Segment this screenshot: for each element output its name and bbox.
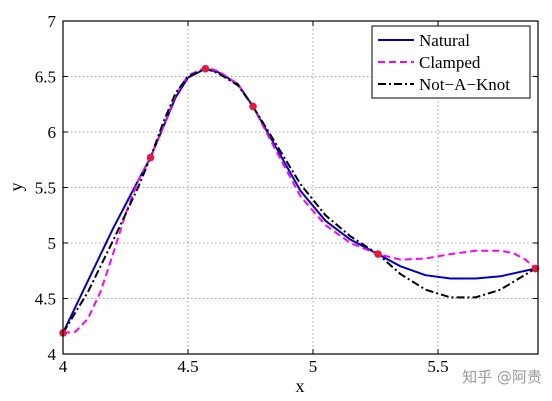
legend-label-not-a-knot: Not−A−Knot <box>419 75 510 94</box>
y-tick-label: 4.5 <box>35 290 56 309</box>
y-tick-label: 6 <box>48 123 57 142</box>
grid-lines <box>63 21 538 354</box>
legend-label-natural: Natural <box>419 31 470 50</box>
y-tick-label: 5.5 <box>35 179 56 198</box>
tick-labels: 4 4.5 5 5.5 4 4.5 5 5.5 6 6.5 7 <box>35 12 449 376</box>
x-tick-label: 4.5 <box>177 357 198 376</box>
axis-ticks <box>62 20 538 355</box>
x-tick-label: 5 <box>309 357 318 376</box>
knot-point <box>374 250 382 258</box>
knot-point <box>146 153 155 162</box>
x-tick-label: 5.5 <box>427 357 448 376</box>
legend: Natural Clamped Not−A−Knot <box>371 25 531 99</box>
y-tick-label: 5 <box>48 234 57 253</box>
x-axis-label: x <box>296 376 305 396</box>
knot-point <box>201 64 210 73</box>
x-tick-label: 4 <box>59 357 68 376</box>
legend-box <box>371 25 531 99</box>
y-tick-label: 6.5 <box>35 68 56 87</box>
y-axis-label: y <box>6 183 26 192</box>
y-tick-label: 7 <box>48 12 57 31</box>
watermark: 知乎 @阿贵 <box>462 368 542 386</box>
legend-label-clamped: Clamped <box>419 53 481 72</box>
knot-point <box>249 102 257 111</box>
y-tick-label: 4 <box>48 345 57 364</box>
